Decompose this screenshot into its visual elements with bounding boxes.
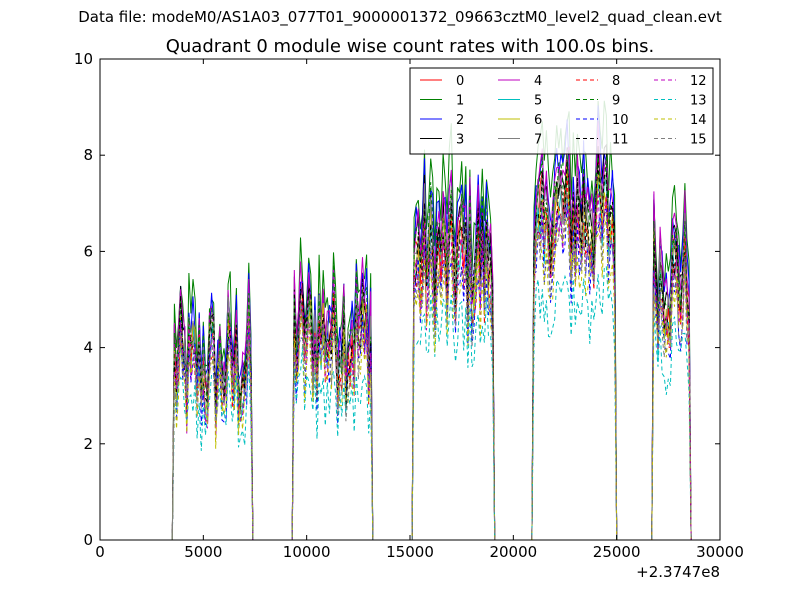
- y-tick-label: 8: [83, 146, 93, 164]
- legend-label-3: 3: [456, 133, 464, 148]
- x-tick-label: 15000: [386, 543, 434, 561]
- x-tick-label: 5000: [184, 543, 222, 561]
- legend-label-13: 13: [690, 94, 707, 109]
- legend-label-15: 15: [690, 133, 707, 148]
- series-line-13: [171, 265, 692, 541]
- y-tick-label: 6: [83, 242, 93, 260]
- y-tick-label: 4: [83, 339, 93, 357]
- series-layer: [171, 100, 692, 541]
- legend-label-2: 2: [456, 113, 464, 128]
- legend-label-5: 5: [534, 94, 542, 109]
- x-tick-label: 10000: [283, 543, 331, 561]
- legend-label-14: 14: [690, 113, 707, 128]
- legend-label-7: 7: [534, 133, 542, 148]
- y-tick-label: 0: [83, 531, 93, 549]
- x-tick-label: 0: [95, 543, 105, 561]
- series-line-11: [171, 159, 692, 541]
- legend-label-10: 10: [612, 113, 629, 128]
- y-tick-label: 10: [74, 50, 93, 68]
- x-tick-label: 30000: [696, 543, 744, 561]
- legend-label-1: 1: [456, 94, 464, 109]
- legend-box: [409, 67, 714, 155]
- legend-label-12: 12: [690, 74, 707, 89]
- figure-suptitle: Data file: modeM0/AS1A03_077T01_90000013…: [78, 8, 722, 26]
- chart-title: Quadrant 0 module wise count rates with …: [165, 36, 655, 57]
- legend-label-8: 8: [612, 74, 620, 89]
- x-offset-label: +2.3747e8: [636, 563, 720, 581]
- legend-label-11: 11: [612, 133, 629, 148]
- x-tick-label: 20000: [489, 543, 537, 561]
- legend-label-6: 6: [534, 113, 542, 128]
- x-tick-label: 25000: [593, 543, 641, 561]
- legend-label-0: 0: [456, 74, 464, 89]
- legend-label-9: 9: [612, 94, 620, 109]
- legend-label-4: 4: [534, 74, 542, 89]
- y-tick-label: 2: [83, 435, 93, 453]
